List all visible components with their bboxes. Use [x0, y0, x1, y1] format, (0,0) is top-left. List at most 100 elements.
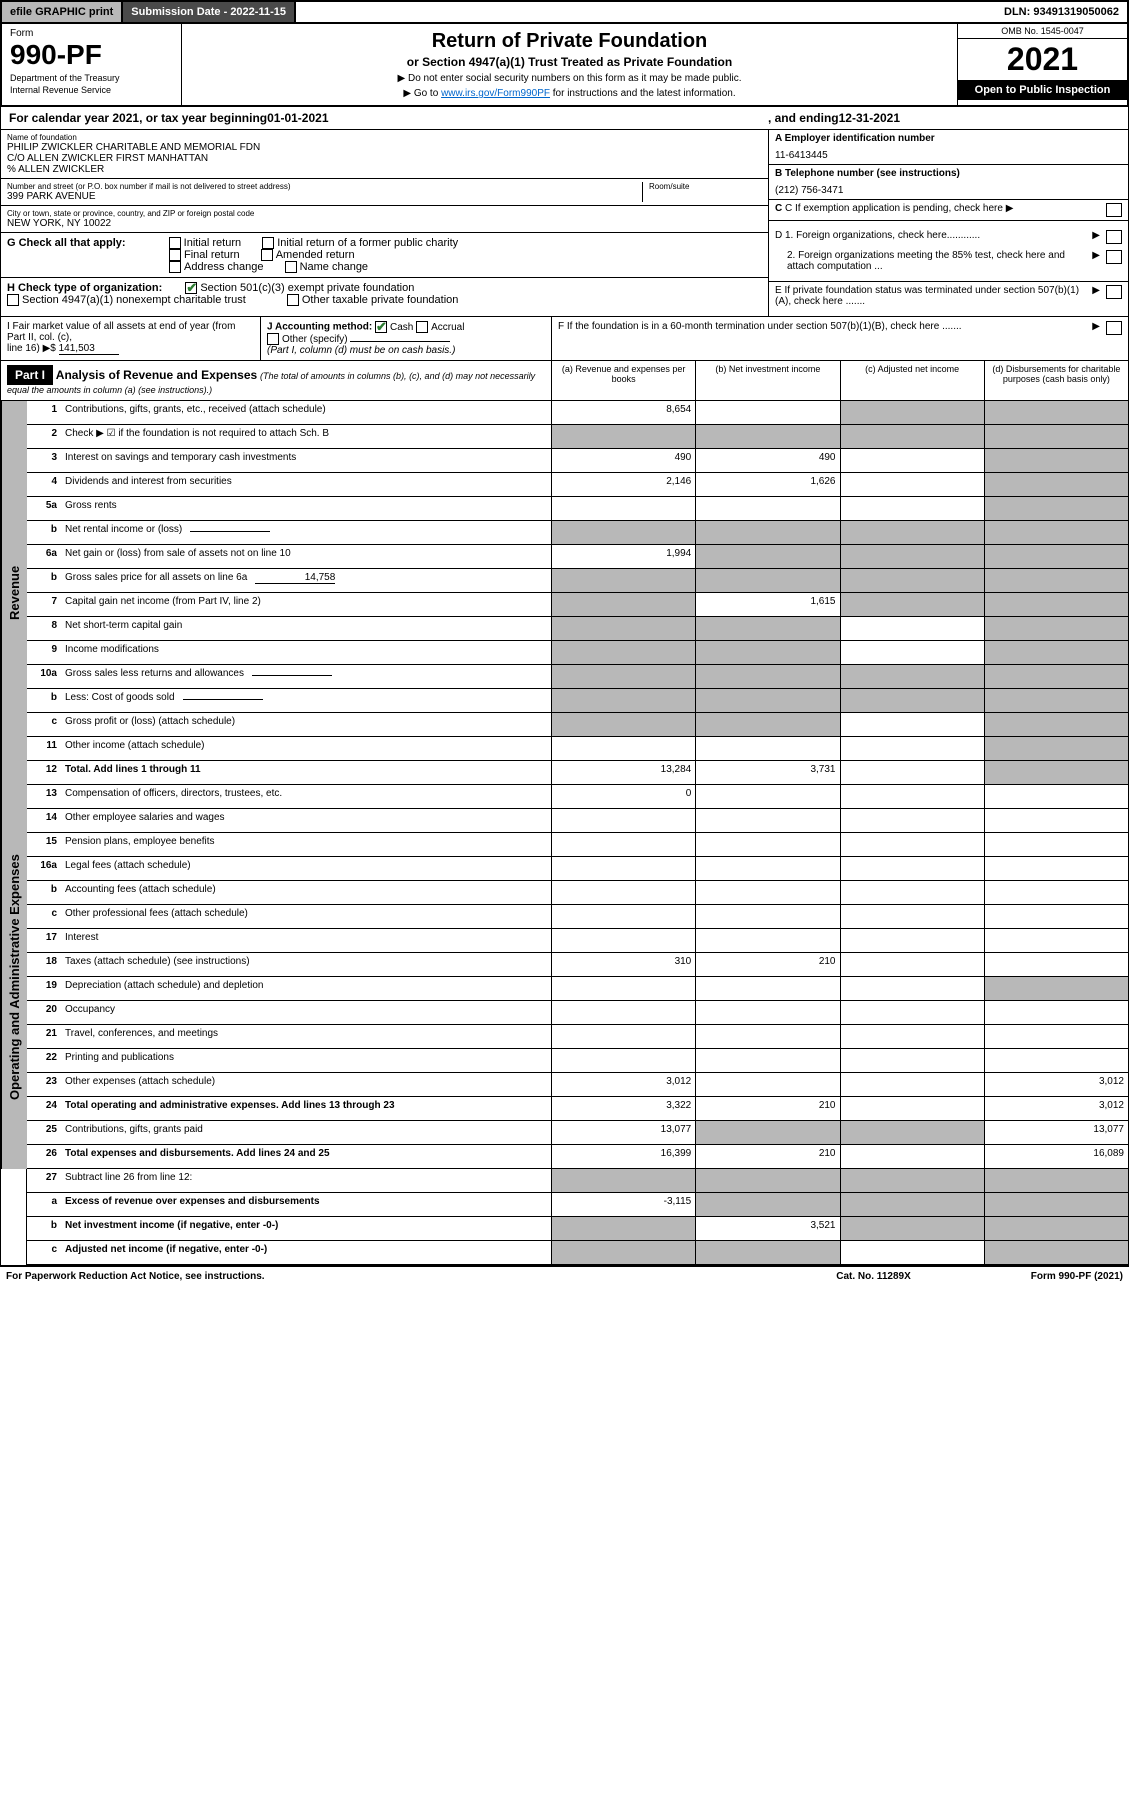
form-number: 990-PF	[10, 39, 173, 71]
line-number: 2	[27, 425, 61, 448]
table-cell: 210	[695, 1097, 839, 1120]
table-cell	[695, 617, 839, 640]
phone-value: (212) 756-3471	[775, 185, 1122, 196]
table-row: 25Contributions, gifts, grants paid13,07…	[27, 1121, 1128, 1145]
year-box: OMB No. 1545-0047 2021 Open to Public In…	[957, 24, 1127, 105]
g-name-change[interactable]: Name change	[285, 261, 369, 273]
table-cell	[840, 857, 984, 880]
line-description: Depreciation (attach schedule) and deple…	[61, 977, 551, 1000]
table-cell	[695, 689, 839, 712]
dept-treasury: Department of the Treasury	[10, 73, 173, 83]
j-accrual[interactable]: Accrual	[416, 322, 464, 333]
g-final-return[interactable]: Final return	[169, 249, 240, 261]
table-cell	[840, 1049, 984, 1072]
d1-label: D 1. Foreign organizations, check here..…	[775, 230, 1092, 241]
form-header: Form 990-PF Department of the Treasury I…	[0, 24, 1129, 107]
line-description: Less: Cost of goods sold	[61, 689, 551, 712]
table-cell	[551, 689, 695, 712]
line-number: 6a	[27, 545, 61, 568]
table-row: 17Interest	[27, 929, 1128, 953]
table-cell	[840, 881, 984, 904]
city-state-zip: NEW YORK, NY 10022	[7, 218, 762, 229]
form-subtitle: or Section 4947(a)(1) Trust Treated as P…	[188, 55, 951, 69]
table-cell	[840, 809, 984, 832]
f-checkbox[interactable]	[1106, 321, 1122, 335]
f-check: F If the foundation is in a 60-month ter…	[551, 317, 1128, 360]
table-cell	[551, 1217, 695, 1240]
table-cell	[695, 1241, 839, 1264]
table-cell	[551, 497, 695, 520]
line-number: 26	[27, 1145, 61, 1168]
table-cell	[840, 473, 984, 496]
table-row: 2Check ▶ ☑ if the foundation is not requ…	[27, 425, 1128, 449]
table-cell	[984, 1241, 1128, 1264]
line-description: Interest on savings and temporary cash i…	[61, 449, 551, 472]
h-4947[interactable]: Section 4947(a)(1) nonexempt charitable …	[7, 294, 246, 306]
table-cell	[984, 929, 1128, 952]
table-cell	[695, 545, 839, 568]
table-row: aExcess of revenue over expenses and dis…	[27, 1193, 1128, 1217]
table-cell	[551, 425, 695, 448]
line-number: 22	[27, 1049, 61, 1072]
j-cash[interactable]: Cash	[375, 322, 413, 333]
table-cell	[984, 1049, 1128, 1072]
irs-link[interactable]: www.irs.gov/Form990PF	[441, 88, 550, 99]
table-cell	[984, 761, 1128, 784]
table-cell	[695, 641, 839, 664]
e-checkbox[interactable]	[1106, 285, 1122, 299]
line-number: 18	[27, 953, 61, 976]
footer: For Paperwork Reduction Act Notice, see …	[0, 1266, 1129, 1286]
h-501c3[interactable]: Section 501(c)(3) exempt private foundat…	[185, 282, 414, 294]
phone-label: B Telephone number (see instructions)	[775, 168, 1122, 179]
foundation-name-2: C/O ALLEN ZWICKLER FIRST MANHATTAN	[7, 153, 762, 164]
table-cell: -3,115	[551, 1193, 695, 1216]
table-cell	[984, 689, 1128, 712]
line-number: 9	[27, 641, 61, 664]
table-row: 8Net short-term capital gain	[27, 617, 1128, 641]
table-cell: 1,626	[695, 473, 839, 496]
line-description: Capital gain net income (from Part IV, l…	[61, 593, 551, 616]
table-row: cOther professional fees (attach schedul…	[27, 905, 1128, 929]
line-number: 15	[27, 833, 61, 856]
table-cell	[840, 833, 984, 856]
g-address-change[interactable]: Address change	[169, 261, 264, 273]
table-cell	[840, 761, 984, 784]
j-note: (Part I, column (d) must be on cash basi…	[267, 345, 455, 356]
table-cell	[695, 1193, 839, 1216]
table-cell	[695, 713, 839, 736]
d2-checkbox[interactable]	[1106, 250, 1122, 264]
table-cell	[695, 1025, 839, 1048]
line-number: b	[27, 881, 61, 904]
line-description: Net gain or (loss) from sale of assets n…	[61, 545, 551, 568]
table-cell	[695, 809, 839, 832]
table-cell	[840, 665, 984, 688]
table-row: 19Depreciation (attach schedule) and dep…	[27, 977, 1128, 1001]
open-public: Open to Public Inspection	[958, 80, 1127, 100]
table-cell	[695, 497, 839, 520]
table-cell	[840, 545, 984, 568]
g-initial-former[interactable]: Initial return of a former public charit…	[262, 237, 458, 249]
table-cell	[840, 785, 984, 808]
table-cell	[840, 1169, 984, 1192]
line-description: Subtract line 26 from line 12:	[61, 1169, 551, 1192]
line-number: c	[27, 905, 61, 928]
table-cell	[984, 953, 1128, 976]
d1-checkbox[interactable]	[1106, 230, 1122, 244]
table-cell	[984, 1025, 1128, 1048]
efile-print-button[interactable]: efile GRAPHIC print	[2, 2, 123, 22]
g-initial-return[interactable]: Initial return	[169, 237, 241, 249]
line-description: Taxes (attach schedule) (see instruction…	[61, 953, 551, 976]
c-checkbox[interactable]	[1106, 203, 1122, 217]
line-description: Accounting fees (attach schedule)	[61, 881, 551, 904]
j-other[interactable]: Other (specify)	[267, 334, 348, 345]
line-description: Dividends and interest from securities	[61, 473, 551, 496]
table-cell	[840, 401, 984, 424]
footer-mid: Cat. No. 11289X	[836, 1271, 910, 1282]
h-other-taxable[interactable]: Other taxable private foundation	[287, 294, 459, 306]
table-row: 12Total. Add lines 1 through 1113,2843,7…	[27, 761, 1128, 785]
table-cell	[840, 953, 984, 976]
top-bar: efile GRAPHIC print Submission Date - 20…	[0, 0, 1129, 24]
table-cell	[984, 425, 1128, 448]
g-amended[interactable]: Amended return	[261, 249, 355, 261]
table-cell: 16,399	[551, 1145, 695, 1168]
